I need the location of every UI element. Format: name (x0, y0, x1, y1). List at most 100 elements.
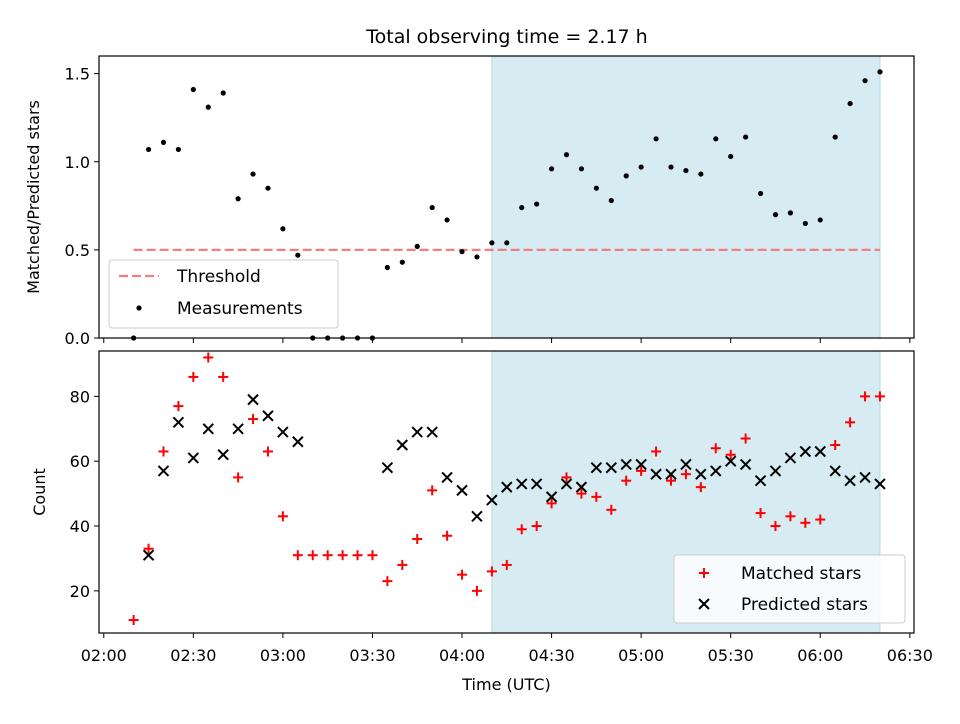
predicted-point (739, 458, 752, 471)
predicted-point (441, 471, 453, 484)
measurement-point (399, 259, 405, 265)
measurement-point (683, 167, 689, 174)
chart-title: Total observing time = 2.17 h (365, 26, 647, 48)
predicted-point (545, 491, 558, 503)
matched-point (397, 559, 408, 570)
legend-predicted-label: Predicted stars (741, 595, 868, 615)
predicted-point (217, 449, 229, 461)
predicted-point (605, 461, 617, 474)
matched-point (740, 433, 751, 444)
predicted-point (560, 478, 573, 490)
predicted-point (187, 452, 200, 464)
measurement-point (593, 185, 599, 191)
matched-point (218, 371, 229, 382)
matched-point (860, 391, 871, 402)
x-tick-label: 03:00 (260, 646, 306, 665)
measurement-point (787, 210, 794, 216)
measurement-point (548, 166, 555, 172)
predicted-point (456, 484, 468, 497)
x-tick-label: 02:00 (81, 646, 127, 665)
measurement-point (563, 152, 570, 158)
predicted-point (695, 468, 707, 480)
measurement-point (519, 204, 525, 211)
predicted-point (829, 465, 841, 477)
matched-point (845, 417, 856, 428)
x-tick-label: 02:30 (170, 646, 216, 665)
matched-point (636, 465, 647, 476)
predicted-point (635, 458, 647, 471)
y-axis-label: Matched/Predicted stars (24, 100, 43, 294)
legend-matched-swatch (699, 568, 709, 578)
x-tick-label: 05:00 (618, 646, 664, 665)
y-tick-label: 80 (70, 387, 90, 406)
y-tick-label: 40 (70, 517, 90, 536)
legend-measurement-label: Measurements (177, 299, 303, 319)
y-tick-label: 0.0 (65, 329, 90, 348)
matched-point (695, 482, 706, 493)
measurement-point (743, 134, 749, 140)
matched-point (606, 504, 617, 515)
measurement-point (280, 226, 286, 232)
matched-point (576, 488, 587, 499)
matched-point (352, 550, 363, 561)
measurement-point (832, 134, 838, 140)
predicted-point (769, 465, 782, 477)
axes-frame (98, 350, 915, 634)
matched-point (128, 615, 139, 626)
top-plot: 0.0 0.5 1.0 1.5 Matched/Predicted stars Thres… (24, 55, 915, 348)
y-tick-label: 0.5 (65, 241, 90, 260)
legend-top: Threshold Measurements (108, 259, 339, 329)
matched-point (292, 550, 303, 561)
y-tick-label: 60 (70, 452, 90, 471)
matched-point (785, 511, 796, 522)
measurement-point (295, 252, 301, 258)
measurement-point (250, 171, 256, 177)
measurement-point (429, 204, 435, 211)
measurement-point (757, 190, 764, 197)
matched-point (591, 491, 602, 502)
predicted-point (665, 468, 677, 480)
x-tick-label: 06:00 (797, 646, 843, 665)
matched-point (710, 443, 721, 454)
matched-point (442, 530, 453, 541)
matched-point (665, 475, 676, 486)
axes-frame (98, 55, 915, 339)
predicted-point (650, 468, 662, 480)
predicted-point (486, 494, 498, 506)
measurement-point (504, 240, 510, 246)
predicted-point (814, 445, 826, 458)
shaded-region (491, 55, 881, 339)
predicted-point (844, 474, 856, 487)
predicted-point (620, 458, 632, 471)
measurement-point (623, 173, 629, 179)
matched-point (770, 521, 781, 532)
y-tick-label: 1.5 (65, 65, 90, 84)
measurement-point (728, 153, 734, 160)
measurement-point (384, 264, 390, 271)
matched-point (143, 543, 154, 554)
matched-point (158, 446, 169, 457)
x-tick-label: 03:30 (349, 646, 395, 665)
predicted-point (292, 436, 304, 448)
predicted-point (232, 423, 244, 435)
matched-point (546, 498, 557, 509)
measurement-point (160, 139, 167, 145)
measurement-point (653, 136, 659, 142)
predicted-point (172, 416, 185, 429)
y-tick-label: 1.0 (65, 153, 90, 172)
predicted-point (501, 481, 513, 493)
predicted-point (157, 465, 170, 477)
matched-point (815, 514, 826, 525)
measurement-point (459, 249, 465, 255)
measurement-point (369, 335, 376, 341)
measurement-point (354, 335, 361, 341)
matched-point (367, 550, 378, 561)
matched-point (427, 485, 438, 496)
predicted-point (142, 549, 155, 561)
measurement-point (877, 69, 883, 75)
matched-point (173, 401, 184, 412)
matched-point (203, 352, 214, 363)
predicted-point (575, 481, 588, 493)
matched-point (755, 508, 766, 519)
